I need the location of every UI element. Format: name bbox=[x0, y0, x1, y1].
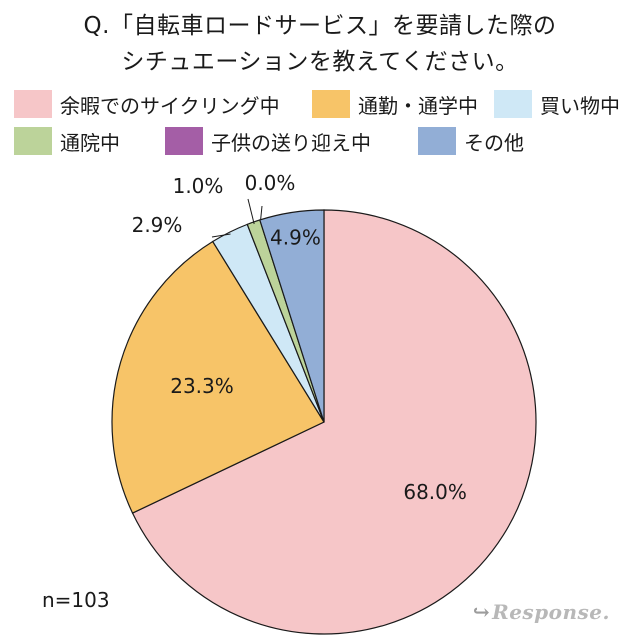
data-label-other: 4.9% bbox=[270, 226, 321, 250]
data-label-hospital: 1.0% bbox=[173, 174, 224, 198]
title-line-1: Q.「自転車ロードサービス」を要請した際の bbox=[83, 13, 557, 39]
legend-swatch-school-run bbox=[165, 127, 203, 155]
response-watermark-logo: ↪ Response. bbox=[472, 600, 610, 624]
legend-label-hospital: 通院中 bbox=[60, 130, 120, 155]
legend-item-leisure: 余暇でのサイクリング中 bbox=[14, 89, 280, 119]
legend-label-school-run: 子供の送り迎え中 bbox=[211, 130, 371, 155]
data-label-shopping: 2.9% bbox=[132, 213, 183, 237]
title-line-2: シチュエーションを教えてください。 bbox=[121, 49, 519, 75]
sample-size-note: n=103 bbox=[42, 588, 110, 612]
pie-slice-other bbox=[259, 209, 325, 423]
leader-line-shopping bbox=[211, 233, 231, 238]
legend-label-shopping: 買い物中 bbox=[540, 93, 620, 118]
legend-label-commute: 通勤・通学中 bbox=[358, 93, 478, 118]
data-label-leisure: 68.0% bbox=[403, 480, 467, 504]
legend-label-other: その他 bbox=[464, 130, 524, 155]
legend-item-commute: 通勤・通学中 bbox=[312, 89, 478, 119]
pie-slice-commute bbox=[111, 240, 325, 514]
legend-swatch-leisure bbox=[14, 90, 52, 118]
legend-swatch-hospital bbox=[14, 127, 52, 155]
data-label-commute: 23.3% bbox=[170, 374, 234, 398]
legend-item-shopping: 買い物中 bbox=[494, 89, 620, 119]
legend-swatch-other bbox=[418, 127, 456, 155]
data-label-school-run: 0.0% bbox=[245, 171, 296, 195]
chart-title: Q.「自転車ロードサービス」を要請した際の シチュエーションを教えてください。 bbox=[0, 8, 640, 80]
pie-slice-leisure bbox=[131, 209, 537, 635]
legend-item-other: その他 bbox=[418, 126, 524, 156]
legend-item-school-run: 子供の送り迎え中 bbox=[165, 126, 371, 156]
legend-swatch-commute bbox=[312, 90, 350, 118]
legend-item-hospital: 通院中 bbox=[14, 126, 120, 156]
leader-line-hospital bbox=[247, 198, 255, 225]
legend-swatch-shopping bbox=[494, 90, 532, 118]
legend-label-leisure: 余暇でのサイクリング中 bbox=[60, 93, 280, 118]
